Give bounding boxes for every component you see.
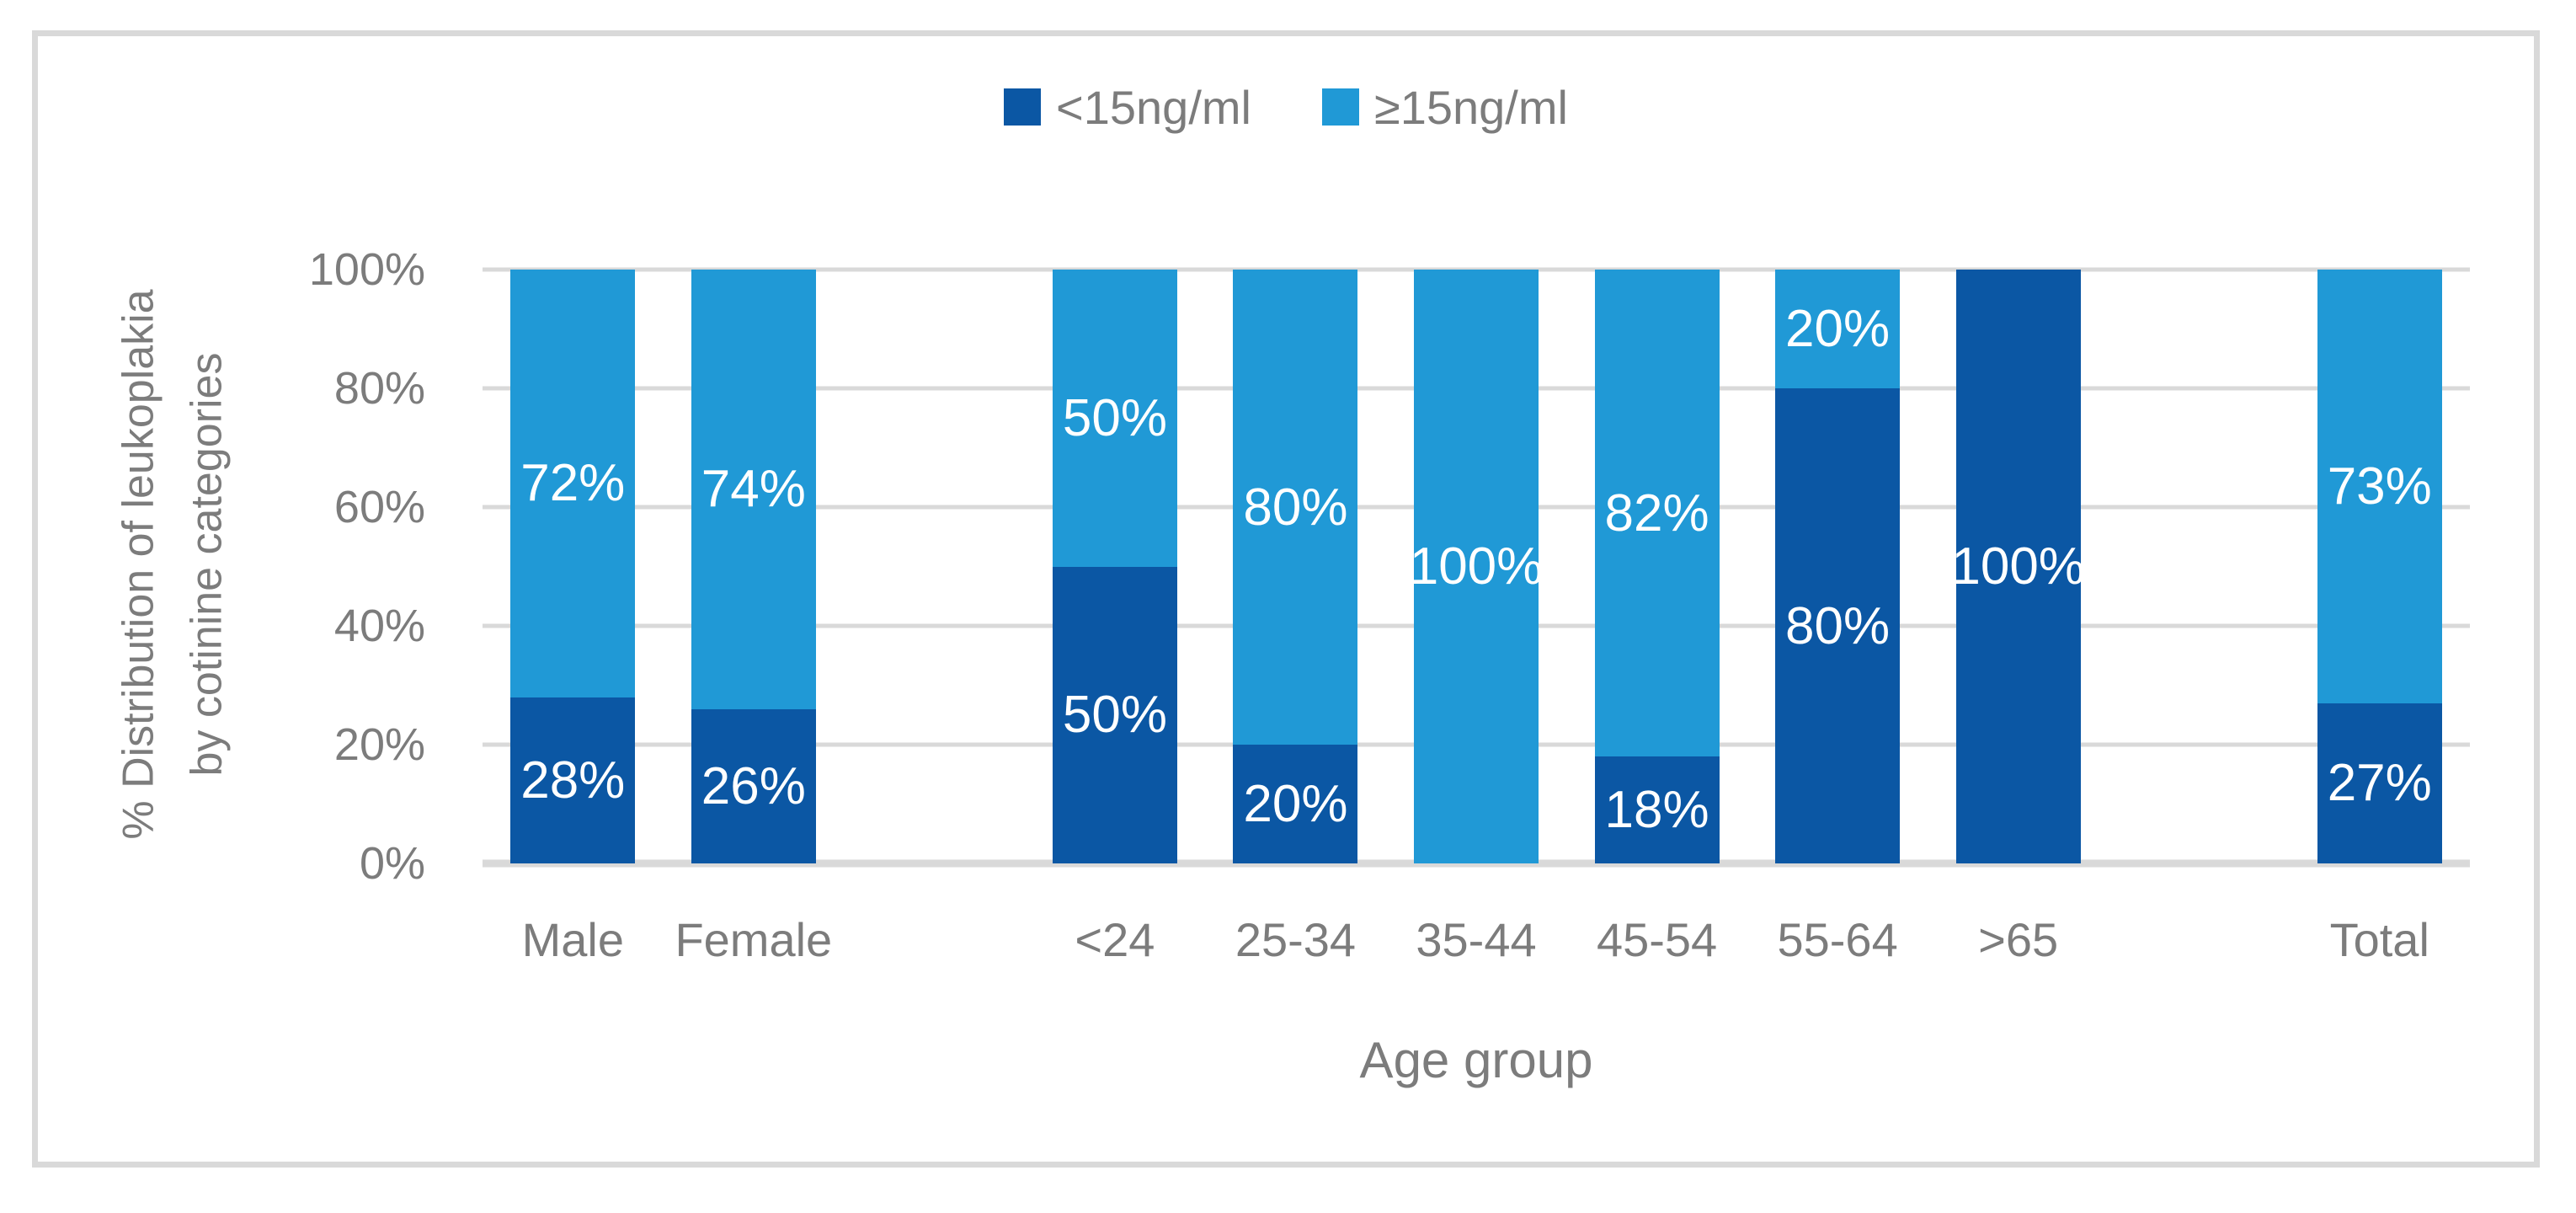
data-label: 100%	[1409, 537, 1544, 596]
category-label-spacer	[2109, 915, 2290, 965]
bar-slot: 100%	[1928, 270, 2109, 863]
data-label: 73%	[2327, 457, 2432, 516]
y-tick-label: 0%	[359, 838, 425, 889]
category-label: Male	[521, 913, 624, 966]
y-tick-label: 80%	[333, 363, 425, 414]
category-label: >65	[1978, 913, 2059, 966]
data-label: 80%	[1785, 596, 1891, 655]
y-tick-label: 20%	[333, 719, 425, 770]
bar-segment-light: 74%	[691, 270, 816, 709]
data-label: 27%	[2327, 754, 2432, 813]
bar-segment-dark: 18%	[1594, 756, 1720, 863]
plot-bars: 72% 28% 74% 26% 50% 50% 80% 20% 100% 82% 18% 20% 80%…	[483, 270, 2470, 863]
category-label: <24	[1075, 913, 1155, 966]
chart-figure-border	[32, 30, 2540, 1168]
bar-slot-spacer	[844, 270, 1025, 863]
data-label: 26%	[701, 756, 806, 815]
category-label: 55-64	[1777, 913, 1898, 966]
category-label: Female	[675, 913, 833, 966]
bar-segment-light: 50%	[1052, 270, 1177, 567]
y-tick-label: 60%	[333, 482, 425, 532]
data-label: 28%	[520, 751, 626, 810]
bar-segment-dark: 28%	[510, 697, 636, 863]
legend-swatch-gte15	[1321, 88, 1359, 126]
data-label: 82%	[1604, 484, 1709, 542]
data-label: 50%	[1062, 388, 1167, 447]
bar-slot: 73% 27%	[2289, 270, 2470, 863]
bar-segment-dark: 100%	[1951, 270, 2085, 863]
bar-segment-dark: 27%	[2317, 703, 2442, 863]
data-label: 80%	[1243, 478, 1348, 537]
data-label: 72%	[520, 454, 626, 513]
x-axis-title: Age group	[1359, 1032, 1593, 1088]
legend: <15ng/ml ≥15ng/ml	[32, 77, 2540, 136]
data-label: 20%	[1785, 300, 1891, 358]
category-label-spacer	[844, 915, 1025, 965]
bar-segment-light: 80%	[1233, 270, 1358, 745]
data-label: 18%	[1604, 781, 1709, 840]
data-label: 20%	[1243, 775, 1348, 833]
stacked-bar: 100%	[1951, 270, 2085, 863]
bar-segment-light: 72%	[510, 270, 636, 697]
category-label: 45-54	[1596, 913, 1718, 966]
bar-segment-light: 82%	[1594, 270, 1720, 757]
bar-segment-light: 20%	[1775, 270, 1901, 388]
category-axis: Male Female <24 25-34 35-44 45-54 55-64 >65 Tota…	[483, 915, 2470, 965]
stacked-bar: 100%	[1410, 270, 1543, 863]
data-label: 100%	[1951, 537, 2085, 596]
bar-slot-spacer	[2109, 270, 2290, 863]
stacked-bar: 72% 28%	[510, 270, 636, 863]
y-tick-label: 100%	[308, 244, 425, 295]
y-axis-title-line1: % Distribution of leukoplakia	[114, 289, 163, 840]
bar-segment-dark: 20%	[1233, 745, 1358, 863]
bar-slot: 100%	[1386, 270, 1567, 863]
legend-label-gte15: ≥15ng/ml	[1373, 80, 1568, 134]
y-tick-label: 40%	[333, 601, 425, 651]
stacked-bar: 82% 18%	[1594, 270, 1720, 863]
data-label: 50%	[1062, 686, 1167, 745]
bar-segment-light: 100%	[1410, 270, 1543, 863]
bar-slot: 74% 26%	[664, 270, 845, 863]
legend-swatch-lt15	[1004, 88, 1042, 126]
stacked-bar: 50% 50%	[1052, 270, 1177, 863]
bar-segment-dark: 26%	[691, 708, 816, 863]
bar-slot: 72% 28%	[483, 270, 664, 863]
legend-label-lt15: <15ng/ml	[1056, 80, 1251, 134]
bar-segment-dark: 50%	[1052, 566, 1177, 863]
stacked-bar: 73% 27%	[2317, 270, 2442, 863]
stacked-bar: 80% 20%	[1233, 270, 1358, 863]
bar-slot: 50% 50%	[1025, 270, 1206, 863]
data-label: 74%	[701, 460, 806, 519]
legend-item-lt15: <15ng/ml	[1004, 80, 1251, 135]
category-label: 25-34	[1235, 913, 1357, 966]
bar-slot: 82% 18%	[1566, 270, 1747, 863]
bar-slot: 20% 80%	[1747, 270, 1928, 863]
category-label: Total	[2329, 913, 2429, 966]
bar-segment-light: 73%	[2317, 270, 2442, 703]
y-axis-tick-labels: 100% 80% 60% 40% 20% 0%	[198, 244, 425, 889]
bar-segment-dark: 80%	[1775, 388, 1901, 863]
stacked-bar: 74% 26%	[691, 270, 816, 863]
stacked-bar: 20% 80%	[1775, 270, 1901, 863]
x-axis-line	[483, 859, 2470, 868]
category-label: 35-44	[1416, 913, 1537, 966]
bar-slot: 80% 20%	[1205, 270, 1386, 863]
legend-item-gte15: ≥15ng/ml	[1321, 80, 1568, 135]
